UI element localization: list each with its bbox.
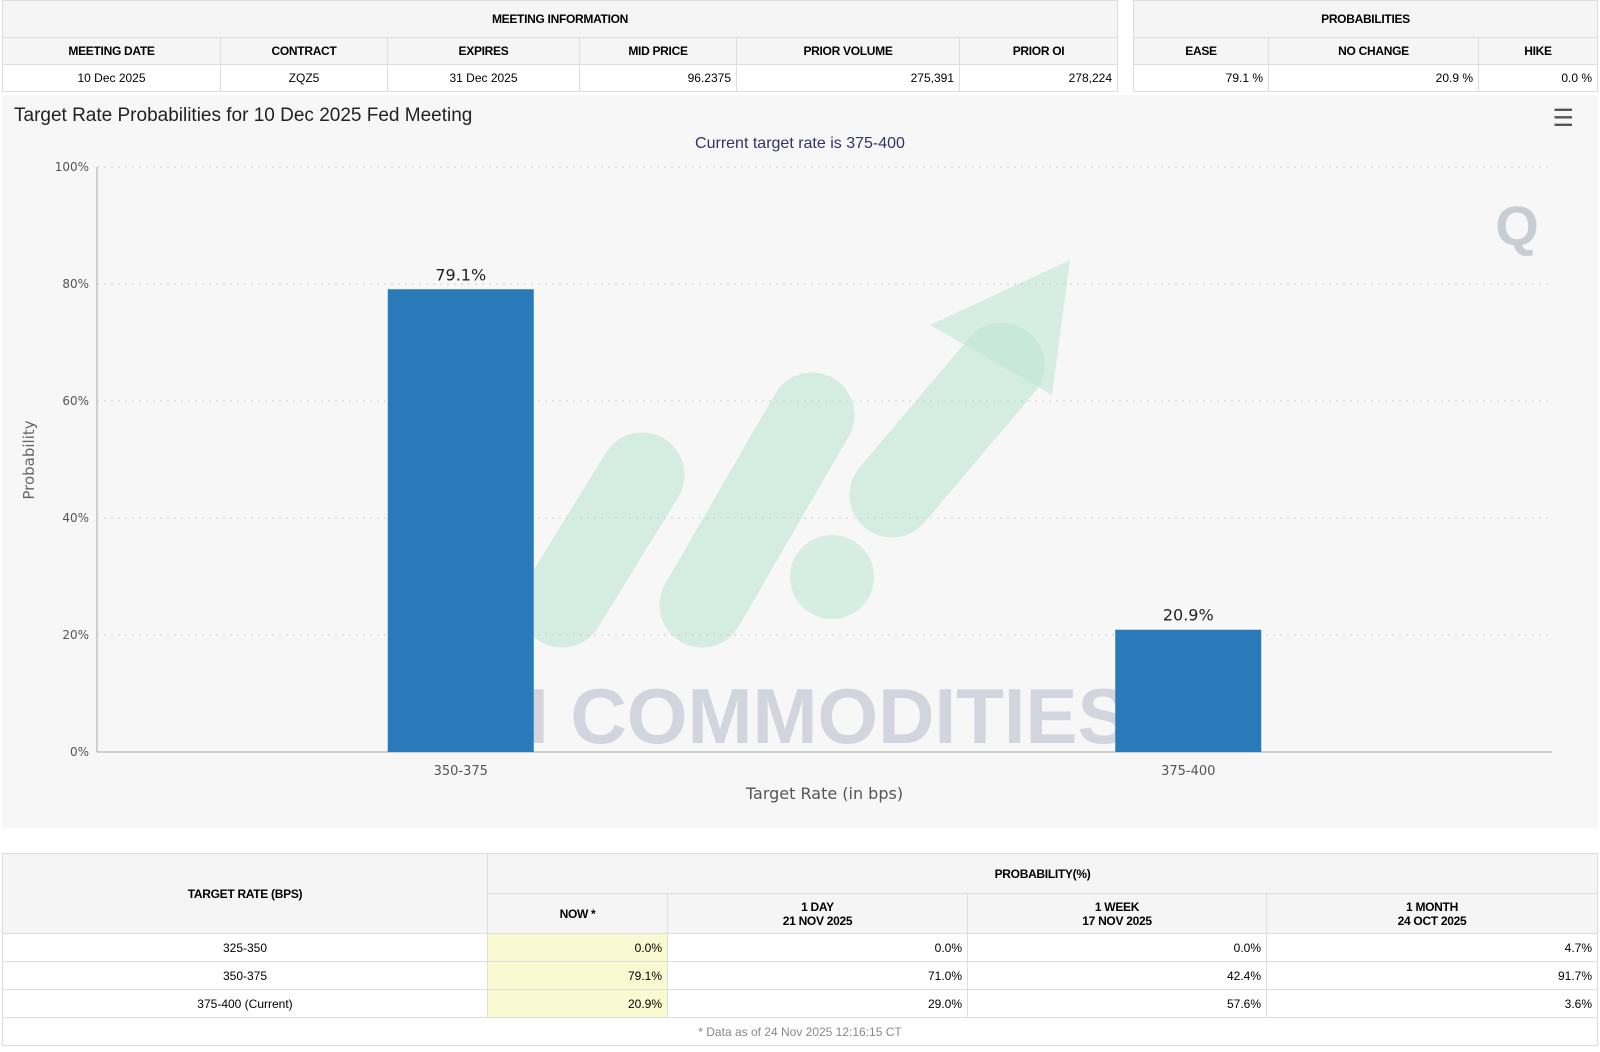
data-label: 79.1% xyxy=(435,265,486,284)
watermark-arrow xyxy=(930,260,1070,395)
rate-header: TARGET RATE (BPS) xyxy=(2,853,488,934)
y-tick-label: 20% xyxy=(62,628,89,642)
watermark-text: VN COMMODITIES xyxy=(440,672,1129,760)
table-row: 375-400 (Current) 20.9% 29.0% 57.6% 3.6% xyxy=(2,989,1598,1018)
y-tick-label: 100% xyxy=(55,160,89,174)
x-axis-title: Target Rate (in bps) xyxy=(745,784,903,803)
col-header: EXPIRES xyxy=(387,37,580,65)
bar[interactable] xyxy=(387,289,534,752)
period-header: 1 DAY 21 NOV 2025 xyxy=(667,893,968,934)
no-change-value: 20.9 % xyxy=(1268,64,1479,92)
y-axis-title: Probability xyxy=(20,420,38,499)
x-tick-label: 350-375 xyxy=(434,764,488,779)
col-header: CONTRACT xyxy=(220,37,388,65)
prob-header: PROBABILITY(%) xyxy=(487,853,1598,894)
hike-value: 0.0 % xyxy=(1478,64,1598,92)
footnote: * Data as of 24 Nov 2025 12:16:15 CT xyxy=(2,1017,1598,1046)
y-tick-label: 40% xyxy=(62,511,89,525)
prob-cell: 4.7% xyxy=(1266,933,1598,962)
prob-cell: 0.0% xyxy=(967,933,1267,962)
prob-cell: 20.9% xyxy=(487,989,668,1018)
meeting-info-header: MEETING INFORMATION xyxy=(2,0,1118,38)
hamburger-icon[interactable]: ☰ xyxy=(1552,105,1574,132)
period-date: 21 NOV 2025 xyxy=(782,913,853,928)
data-label: 20.9% xyxy=(1163,606,1214,625)
rate-cell: 375-400 (Current) xyxy=(2,989,488,1018)
meeting-date: 10 Dec 2025 xyxy=(2,64,221,92)
watermark-stroke xyxy=(659,372,855,648)
period-label: 1 WEEK xyxy=(1094,899,1140,914)
rate-cell: 350-375 xyxy=(2,961,488,990)
period-header: 1 WEEK 17 NOV 2025 xyxy=(967,893,1267,934)
contract: ZQZ5 xyxy=(220,64,388,92)
chart-subtitle: Current target rate is 375-400 xyxy=(695,135,905,152)
period-header: NOW * xyxy=(487,893,668,934)
watermark-stroke xyxy=(849,322,1045,538)
prob-cell: 0.0% xyxy=(487,933,668,962)
y-tick-label: 80% xyxy=(62,277,89,291)
col-header: MEETING DATE xyxy=(2,37,221,65)
period-label: 1 DAY xyxy=(801,899,834,914)
col-header: PRIOR OI xyxy=(959,37,1118,65)
probability-history-table: TARGET RATE (BPS) PROBABILITY(%) NOW * 1 … xyxy=(2,853,1598,1046)
ease-value: 79.1 % xyxy=(1133,64,1269,92)
mid-price: 96.2375 xyxy=(579,64,737,92)
y-tick-label: 0% xyxy=(70,745,89,759)
prior-oi: 278,224 xyxy=(959,64,1118,92)
q-logo-icon: Q xyxy=(1495,194,1539,257)
meeting-info-table: MEETING INFORMATION MEETING DATE CONTRAC… xyxy=(2,0,1118,92)
period-header: 1 MONTH 24 OCT 2025 xyxy=(1266,893,1598,934)
col-header: PRIOR VOLUME xyxy=(736,37,960,65)
expires: 31 Dec 2025 xyxy=(387,64,580,92)
period-date: 24 OCT 2025 xyxy=(1397,913,1467,928)
period-label: NOW * xyxy=(559,906,596,921)
prob-cell: 79.1% xyxy=(487,961,668,990)
table-row: 325-350 0.0% 0.0% 0.0% 4.7% xyxy=(2,933,1598,962)
prior-volume: 275,391 xyxy=(736,64,960,92)
col-header: EASE xyxy=(1133,37,1269,65)
prob-cell: 71.0% xyxy=(667,961,968,990)
prob-cell: 42.4% xyxy=(967,961,1267,990)
chart-panel: VN COMMODITIES Q 0% 20% 40% 60% 80% 100% 79.1% 35… xyxy=(2,95,1598,828)
probabilities-header: PROBABILITIES xyxy=(1133,0,1598,38)
x-tick-label: 375-400 xyxy=(1161,764,1215,779)
watermark-dot xyxy=(790,535,874,619)
rate-cell: 325-350 xyxy=(2,933,488,962)
y-tick-label: 60% xyxy=(62,394,89,408)
bar[interactable] xyxy=(1115,629,1262,752)
period-label: 1 MONTH xyxy=(1406,899,1458,914)
chart-title: Target Rate Probabilities for 10 Dec 202… xyxy=(14,105,473,126)
watermark-stroke xyxy=(519,432,685,648)
prob-cell: 91.7% xyxy=(1266,961,1598,990)
prob-cell: 0.0% xyxy=(667,933,968,962)
probabilities-table: PROBABILITIES EASE NO CHANGE HIKE 79.1 %… xyxy=(1133,0,1598,92)
prob-cell: 57.6% xyxy=(967,989,1267,1018)
prob-cell: 3.6% xyxy=(1266,989,1598,1018)
prob-cell: 29.0% xyxy=(667,989,968,1018)
col-header: NO CHANGE xyxy=(1268,37,1479,65)
period-date: 17 NOV 2025 xyxy=(1082,913,1152,928)
chart-svg: VN COMMODITIES Q 0% 20% 40% 60% 80% 100% 79.1% 35… xyxy=(20,160,1552,803)
col-header: MID PRICE xyxy=(579,37,737,65)
table-row: 350-375 79.1% 71.0% 42.4% 91.7% xyxy=(2,961,1598,990)
col-header: HIKE xyxy=(1478,37,1598,65)
